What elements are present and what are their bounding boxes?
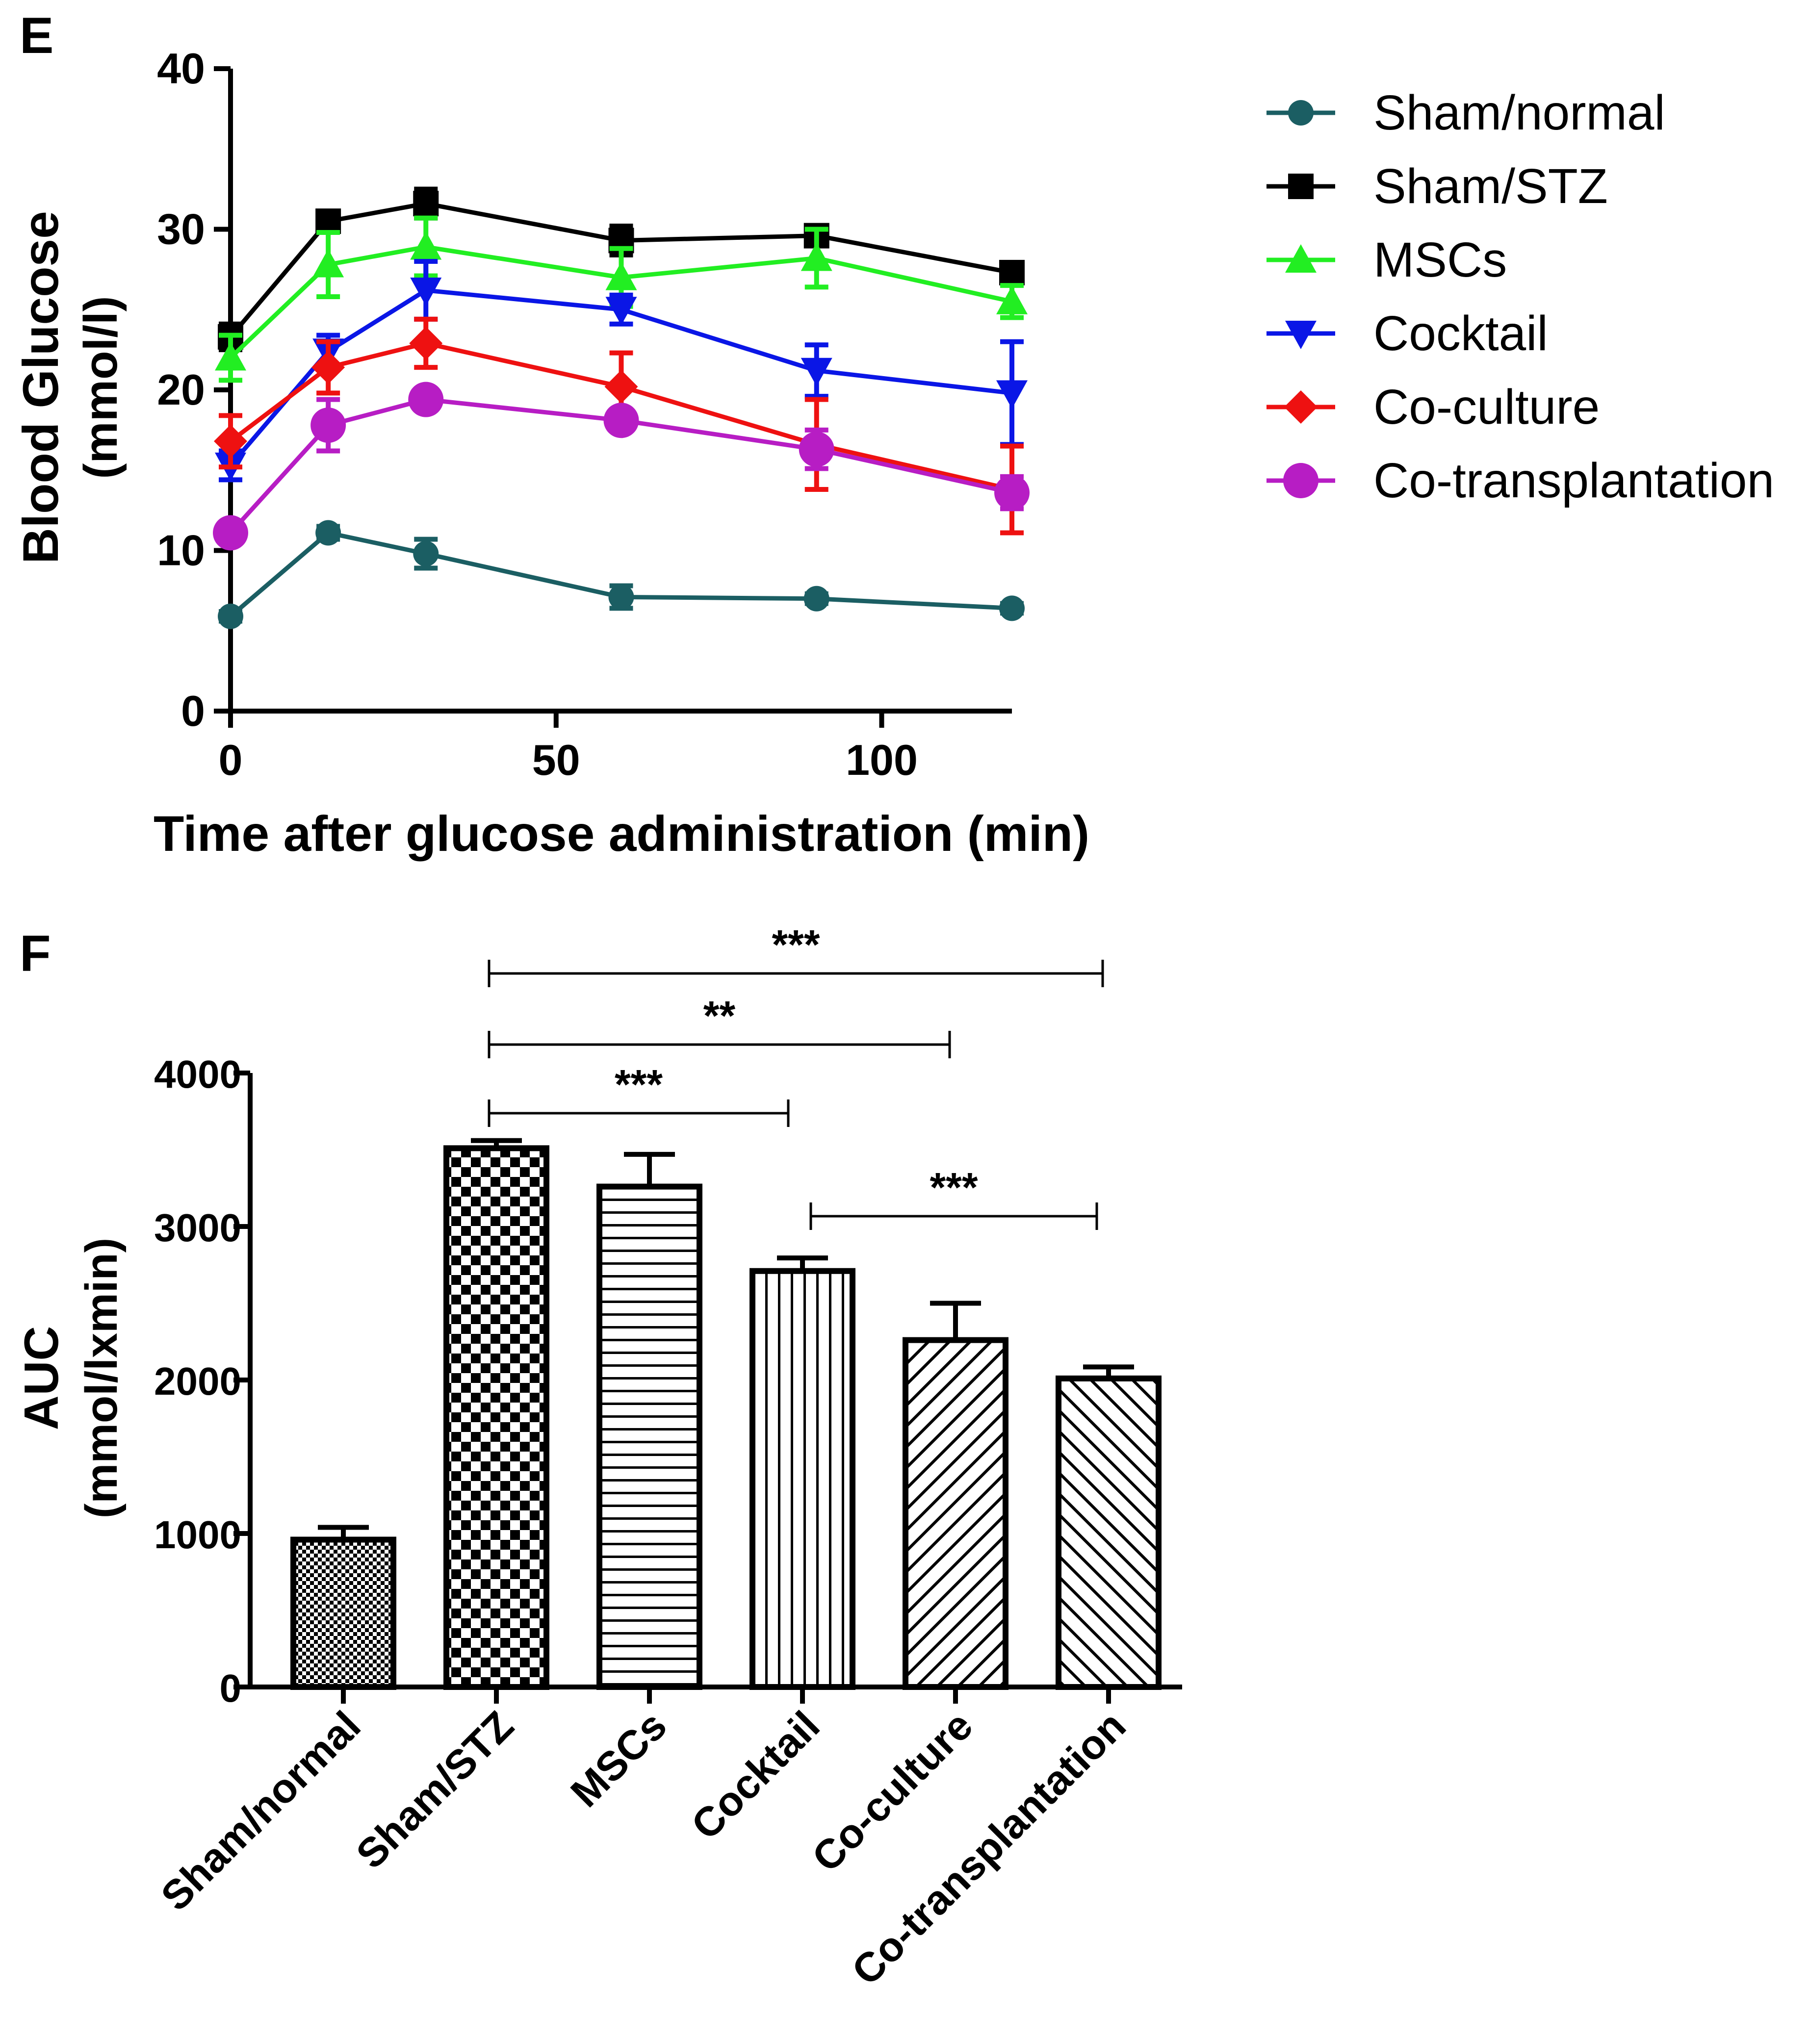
x-tick-label-cocktail: Cocktail (682, 1702, 828, 1848)
data-point (315, 520, 341, 546)
bar-chart-auc: 0 1000 2000 3000 4000 AUC (mmol/lxmin) Sham/nor… (14, 921, 1182, 1994)
data-point (311, 351, 345, 384)
x-tick-label: 50 (532, 736, 580, 784)
legend-label-co-culture: Co-culture (1373, 380, 1600, 434)
series-line (229, 341, 1013, 492)
series-line (229, 245, 1012, 359)
bar-group-mscs: MSCs (562, 1151, 702, 1816)
legend-label-sham-stz: Sham/STZ (1373, 159, 1608, 214)
data-point (605, 261, 637, 290)
y-tick-label: 3000 (154, 1206, 241, 1250)
y-tick-label: 0 (181, 687, 205, 735)
significance-label: *** (772, 921, 820, 968)
x-tick-label: 100 (846, 736, 918, 784)
legend-marker (1283, 463, 1318, 498)
bar (903, 1337, 1008, 1690)
x-tick-label-sham-stz: Sham/STZ (347, 1702, 522, 1877)
significance-label: ** (703, 993, 736, 1039)
panel-e-label: E (20, 7, 53, 64)
data-point (604, 370, 638, 404)
y-axis-unit: (mmol/l) (75, 296, 127, 479)
y-tick-label: 0 (220, 1666, 242, 1710)
data-point (608, 584, 634, 610)
data-point (413, 191, 439, 217)
data-point (799, 432, 834, 467)
y-tick-label: 10 (157, 526, 205, 575)
data-point (310, 408, 346, 443)
y-axis-title: AUC (14, 1326, 68, 1430)
series-line (229, 201, 1012, 338)
legend-label-sham-normal: Sham/normal (1373, 85, 1665, 140)
significance-label: *** (930, 1164, 978, 1210)
bar (443, 1145, 549, 1690)
y-axis-title: Blood Glucose (13, 211, 69, 564)
legend-marker (1285, 244, 1317, 273)
data-point (213, 515, 248, 551)
data-point (408, 382, 444, 417)
legend-label-mscs: MSCs (1373, 232, 1507, 287)
series-line (229, 288, 1012, 467)
x-tick-label-co-transplantation: Co-transplantation (843, 1702, 1134, 1993)
bar (749, 1268, 855, 1690)
x-tick-label-mscs: MSCs (562, 1702, 675, 1816)
data-point (999, 595, 1025, 621)
series-line (229, 530, 1012, 618)
legend-label-cocktail: Cocktail (1373, 306, 1548, 361)
data-point (409, 327, 443, 360)
legend-marker (1288, 100, 1314, 126)
panel-f-label: F (20, 925, 51, 982)
legend-marker (1288, 174, 1314, 199)
x-axis-title: Time after glucose administration (min) (154, 806, 1089, 862)
data-point (999, 259, 1025, 285)
data-point (410, 277, 442, 306)
bar (596, 1183, 702, 1690)
legend-label-co-transplantation: Co-transplantation (1373, 453, 1774, 508)
y-axis-unit: (mmol/lxmin) (77, 1238, 127, 1518)
y-tick-label: 2000 (154, 1359, 241, 1403)
significance-bracket: ** (488, 993, 951, 1058)
y-tick-label: 1000 (154, 1513, 241, 1557)
legend-marker (1284, 390, 1318, 424)
bar (290, 1536, 396, 1690)
series-line (229, 397, 1012, 535)
legend-marker (1285, 321, 1317, 349)
y-tick-label: 20 (157, 365, 205, 414)
line-chart-blood-glucose: 0 10 20 30 40 0 50 100 Time after glucose admini… (13, 44, 1774, 862)
data-point (801, 358, 832, 386)
bar-group-sham-stz: Sham/STZ (347, 1138, 549, 1877)
significance-bracket: *** (809, 1164, 1098, 1230)
series-co-transplantation (213, 382, 1030, 551)
significance-bracket: *** (488, 921, 1104, 987)
data-point (996, 380, 1028, 409)
data-point (603, 403, 639, 438)
bar-group-sham-normal: Sham/normal (152, 1525, 396, 1919)
series-sham-normal (218, 520, 1025, 629)
y-tick-label: 4000 (154, 1052, 241, 1096)
data-point (996, 285, 1028, 314)
x-tick-label-sham-normal: Sham/normal (152, 1702, 369, 1919)
significance-label: *** (615, 1061, 663, 1107)
data-point (994, 475, 1030, 511)
bar (1056, 1375, 1162, 1690)
data-point (803, 586, 829, 612)
data-point (218, 603, 243, 629)
data-point (312, 249, 344, 278)
bar-group-cocktail: Cocktail (682, 1255, 855, 1848)
data-point (315, 208, 341, 234)
y-tick-label: 40 (157, 44, 205, 93)
data-point (801, 242, 832, 271)
data-point (410, 231, 442, 260)
y-tick-label: 30 (157, 205, 205, 254)
legend: Sham/normal Sham/STZ MSCs Cocktail Co-cultur… (1266, 85, 1774, 508)
data-point (215, 342, 246, 371)
data-point (413, 541, 439, 567)
x-tick-label: 0 (219, 736, 243, 784)
data-point (214, 424, 247, 458)
significance-bracket: *** (488, 1061, 790, 1127)
data-point (605, 297, 637, 326)
